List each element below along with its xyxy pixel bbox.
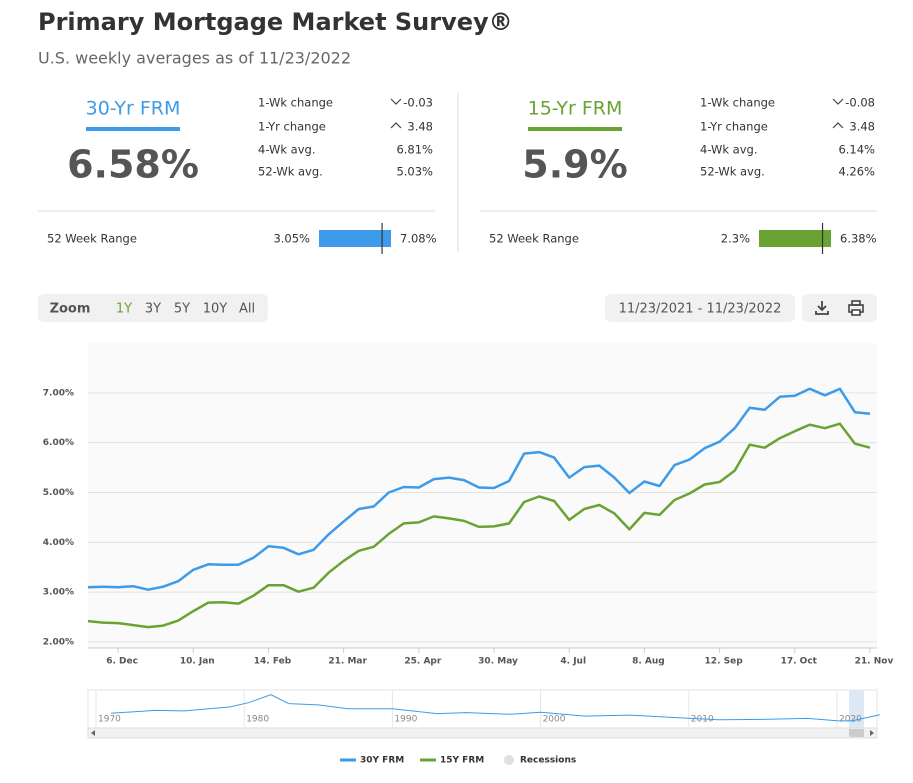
- navigator-selection[interactable]: [849, 690, 864, 728]
- y-tick-label: 6.00%: [43, 438, 74, 448]
- x-tick-label: 30. May: [478, 657, 518, 667]
- stat-value: 3.48: [407, 120, 433, 134]
- zoom-button[interactable]: 10Y: [203, 302, 228, 317]
- y-tick-label: 7.00%: [43, 388, 74, 398]
- navigator-year: 1980: [246, 715, 269, 725]
- x-tick-label: 17. Oct: [781, 657, 818, 667]
- scrollbar[interactable]: [87, 727, 878, 739]
- stat-value: 3.48: [849, 120, 875, 134]
- range-bar: [759, 230, 831, 247]
- card-underline: [528, 127, 622, 131]
- zoom-button[interactable]: All: [239, 302, 255, 317]
- series-line: [87, 387, 871, 591]
- y-tick-label: 3.00%: [43, 588, 74, 598]
- zoom-button[interactable]: 5Y: [174, 302, 190, 317]
- range-low: 2.3%: [721, 232, 750, 246]
- scroll-left[interactable]: [91, 730, 95, 736]
- y-tick-label: 4.00%: [43, 538, 74, 548]
- series-line: [87, 422, 871, 629]
- stat-label: 4-Wk avg.: [700, 143, 758, 157]
- range-label: 52 Week Range: [489, 232, 579, 246]
- navigator-year: 1970: [98, 715, 121, 725]
- range-high: 7.08%: [400, 232, 437, 246]
- navigator-line: [110, 694, 881, 722]
- legend-label[interactable]: 15Y FRM: [440, 756, 484, 766]
- navigator: [87, 689, 878, 729]
- stat-value: -0.08: [845, 96, 875, 110]
- x-tick-label: 10. Jan: [180, 657, 215, 667]
- down-arrow: [832, 98, 844, 105]
- scrollbar-thumb[interactable]: [849, 729, 864, 737]
- navigator-year: 2020: [839, 715, 862, 725]
- range-high: 6.38%: [840, 232, 877, 246]
- stat-label: 1-Yr change: [258, 120, 326, 134]
- legend-label[interactable]: Recessions: [520, 756, 576, 766]
- navigator-year: 1990: [394, 715, 417, 725]
- stat-label: 52-Wk avg.: [700, 165, 765, 179]
- y-tick-label: 2.00%: [43, 638, 74, 648]
- stat-value: 4.26%: [838, 165, 875, 179]
- card-name: 30-Yr FRM: [86, 98, 181, 120]
- download-icon[interactable]: [815, 301, 829, 315]
- scroll-right[interactable]: [870, 730, 874, 736]
- legend-label[interactable]: 30Y FRM: [360, 756, 404, 766]
- date-range[interactable]: 11/23/2021 - 11/23/2022: [619, 302, 782, 317]
- date-range-box[interactable]: [605, 294, 795, 322]
- y-tick-label: 5.00%: [43, 488, 74, 498]
- plot-area: [88, 343, 877, 648]
- x-tick-label: 21. Nov: [855, 657, 894, 667]
- stat-value: 5.03%: [396, 165, 433, 179]
- x-tick-label: 25. Apr: [404, 657, 441, 667]
- range-bar: [319, 230, 391, 247]
- navigator-year: 2000: [543, 715, 566, 725]
- card-name: 15-Yr FRM: [528, 98, 623, 120]
- card-rate: 5.9%: [522, 143, 627, 187]
- page-subtitle: U.S. weekly averages as of 11/23/2022: [38, 49, 351, 68]
- print-icon[interactable]: [848, 300, 864, 316]
- x-tick-label: 12. Sep: [705, 657, 744, 667]
- stat-label: 1-Wk change: [258, 96, 333, 110]
- x-tick-label: 8. Aug: [632, 657, 665, 667]
- zoom-button[interactable]: 1Y: [116, 302, 132, 317]
- navigator-year: 2010: [691, 715, 714, 725]
- x-tick-label: 6. Dec: [106, 657, 138, 667]
- x-tick-label: 14. Feb: [254, 657, 292, 667]
- stat-label: 1-Yr change: [700, 120, 768, 134]
- up-arrow: [390, 122, 402, 129]
- stat-value: 6.81%: [396, 143, 433, 157]
- stat-label: 4-Wk avg.: [258, 143, 316, 157]
- zoom-label: Zoom: [50, 302, 91, 317]
- card-rate: 6.58%: [67, 143, 199, 187]
- up-arrow: [832, 122, 844, 129]
- stat-value: 6.14%: [838, 143, 875, 157]
- x-tick-label: 4. Jul: [560, 657, 586, 667]
- range-label: 52 Week Range: [47, 232, 137, 246]
- zoom-bar: [38, 294, 268, 322]
- stat-label: 1-Wk change: [700, 96, 775, 110]
- x-tick-label: 21. Mar: [328, 657, 367, 667]
- page-title: Primary Mortgage Market Survey®: [38, 8, 513, 36]
- range-low: 3.05%: [273, 232, 310, 246]
- stat-label: 52-Wk avg.: [258, 165, 323, 179]
- zoom-button[interactable]: 3Y: [145, 302, 161, 317]
- down-arrow: [390, 98, 402, 105]
- card-underline: [86, 127, 180, 131]
- legend-swatch[interactable]: [504, 755, 514, 765]
- stat-value: -0.03: [403, 96, 433, 110]
- export-buttons: [802, 294, 877, 322]
